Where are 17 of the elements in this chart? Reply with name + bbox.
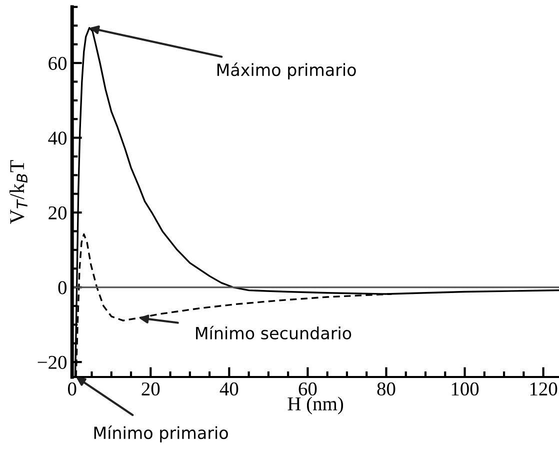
annotation: Mínimo primario <box>94 426 228 442</box>
y-axis-title: V$_{T}$/k$_{B}$T <box>9 160 28 224</box>
x-tick-label: 0 <box>68 382 76 396</box>
x-tick-label: 40 <box>220 382 238 396</box>
y-tick-label: 60 <box>48 56 67 70</box>
x-tick-label: 120 <box>530 382 558 396</box>
x-axis-title: H (nm) <box>288 396 344 414</box>
annotation: Mínimo secundario <box>196 326 352 340</box>
y-tick-label: 20 <box>48 206 67 220</box>
x-tick-label: 20 <box>142 382 160 396</box>
x-tick-label: 80 <box>377 382 396 396</box>
annotation: Máximo primario <box>217 62 356 80</box>
x-tick-label: 60 <box>298 382 317 396</box>
y-tick-label: 40 <box>48 132 67 145</box>
y-tick-label: −20 <box>38 356 67 369</box>
x-tick-label: 100 <box>452 382 479 396</box>
y-tick-label: 0 <box>58 281 67 294</box>
